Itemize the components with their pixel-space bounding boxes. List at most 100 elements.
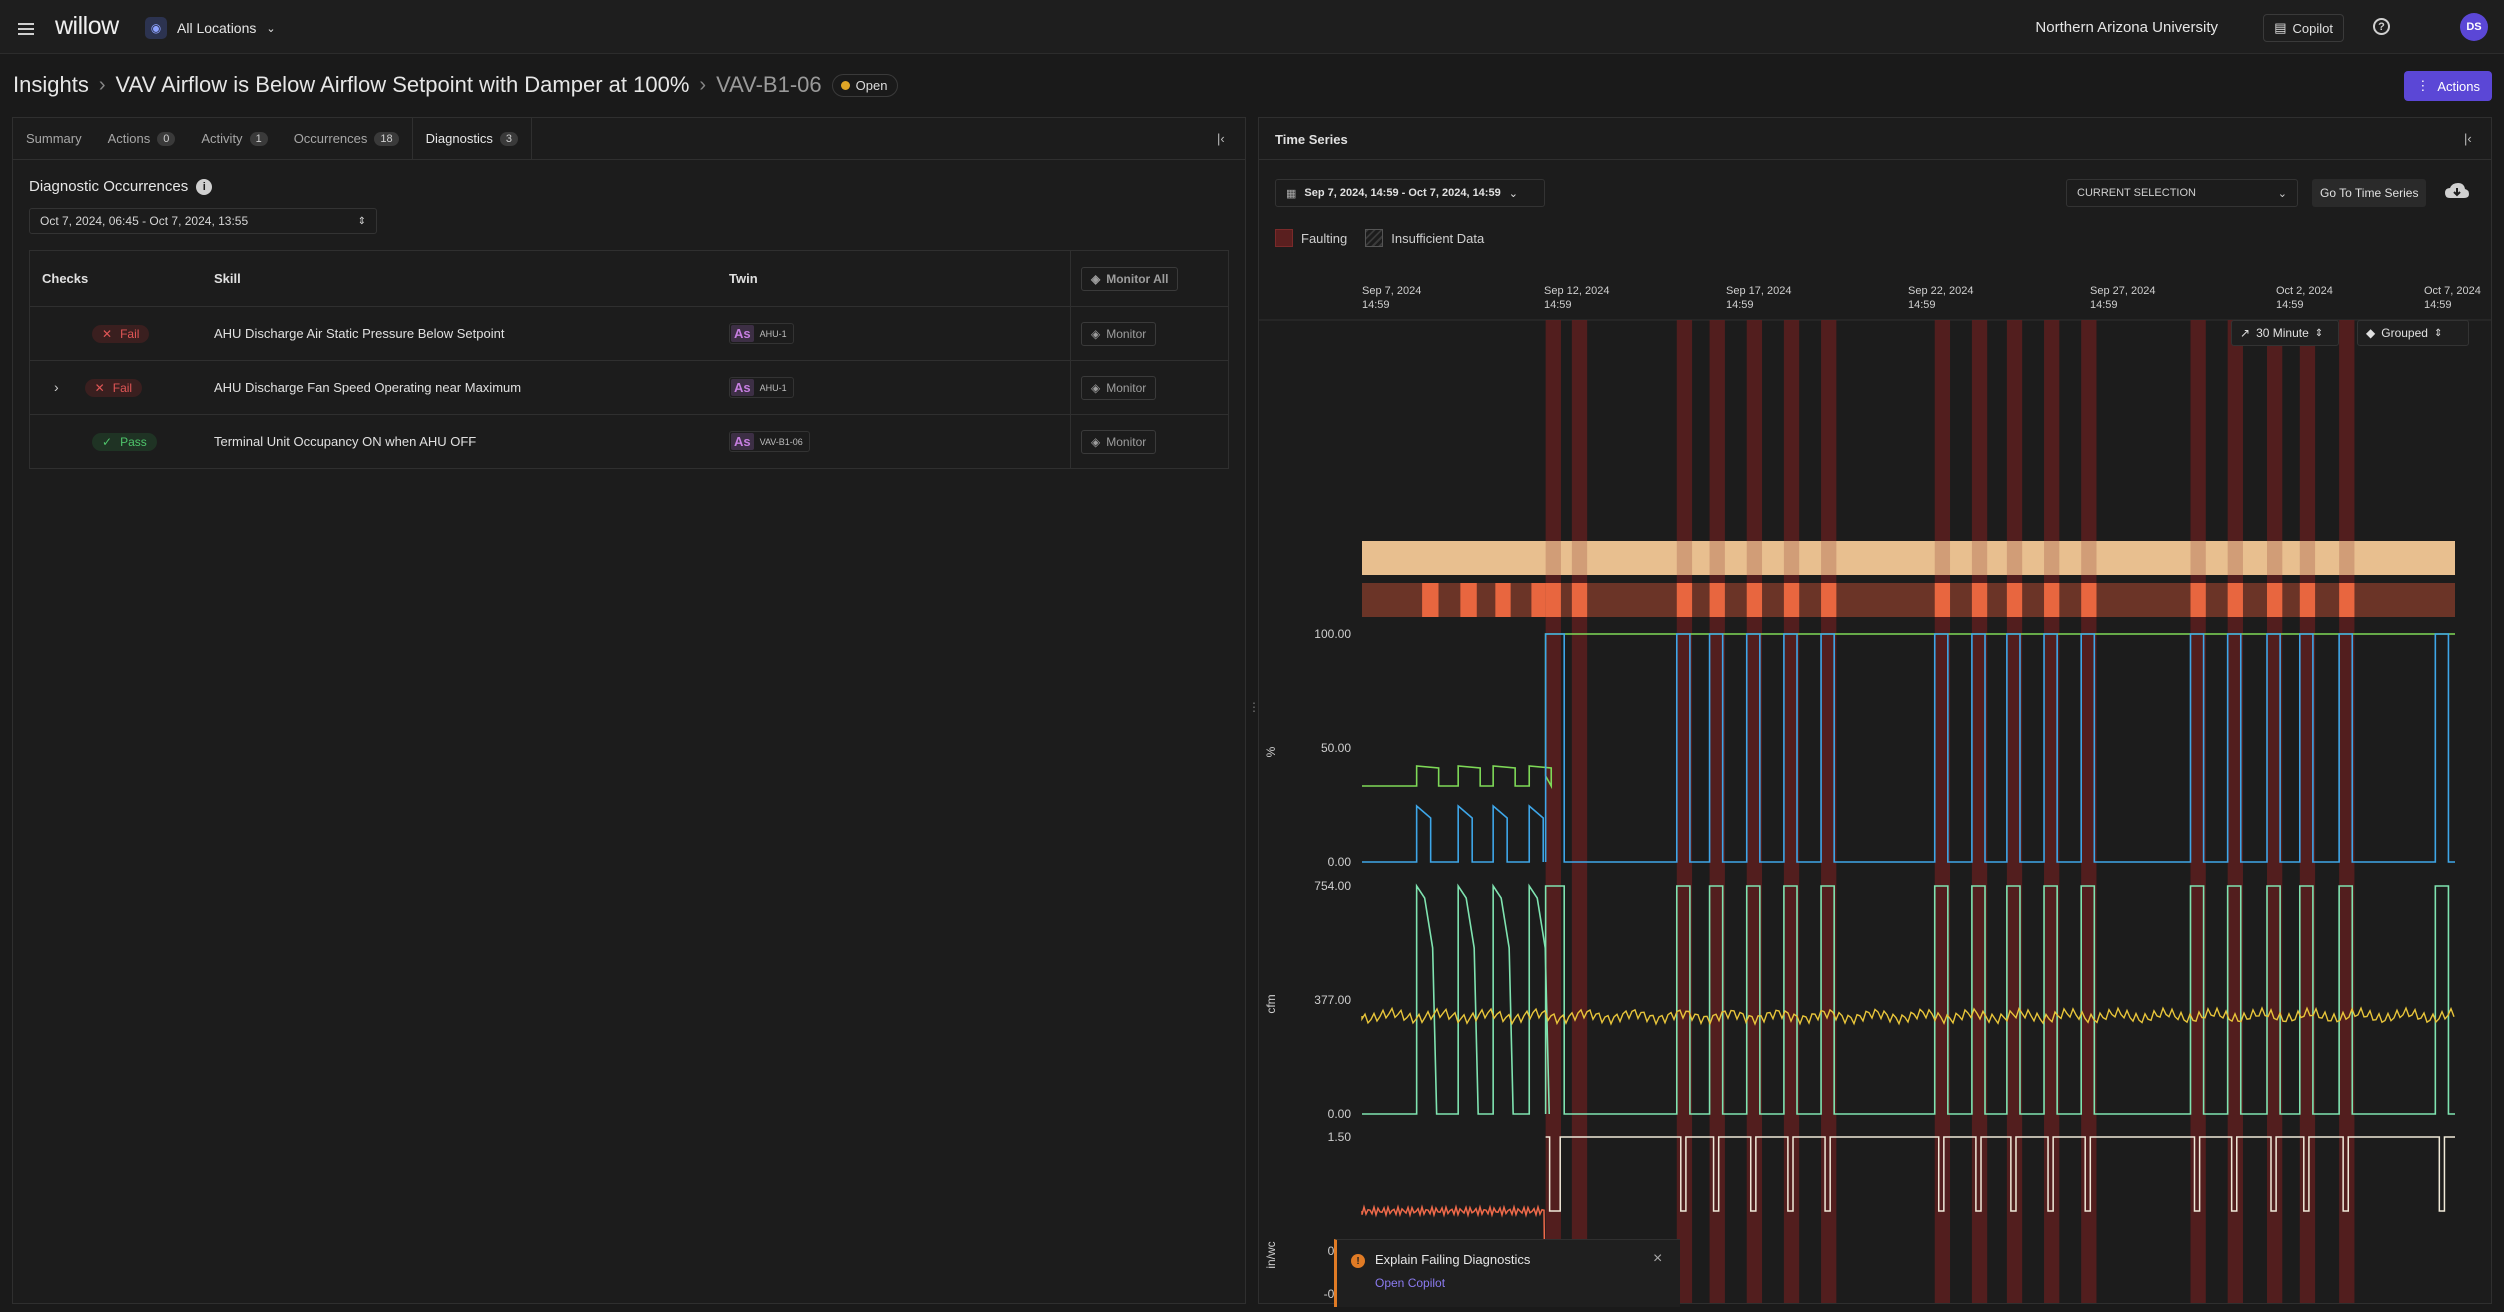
tab-activity[interactable]: Activity 1 — [188, 118, 280, 159]
table-row[interactable]: › ✕ Fail AHU Discharge Fan Speed Operating… — [29, 360, 1229, 415]
eye-icon: ◈ — [1091, 326, 1101, 341]
twin-chip[interactable]: As AHU-1 — [729, 377, 794, 398]
flow-pre-series — [1362, 804, 1545, 863]
occurrence-date-select[interactable]: Oct 7, 2024, 06:45 - Oct 7, 2024, 13:55 … — [29, 208, 377, 234]
actions-label: Actions — [2437, 78, 2480, 94]
check-icon: ✓ — [102, 434, 113, 449]
twin-label: AHU-1 — [759, 328, 787, 339]
eye-icon: ◈ — [1091, 380, 1101, 395]
fault-track-segment — [2044, 583, 2060, 617]
time-series-title: Time Series — [1275, 132, 1348, 147]
help-icon[interactable]: ? — [2373, 18, 2390, 35]
chevron-down-icon: ⌄ — [1508, 187, 1518, 200]
occupancy-fault-overlay — [2006, 541, 2023, 575]
fault-track-segment — [1934, 583, 1951, 617]
asset-type-icon: As — [731, 433, 754, 450]
skill-cell: AHU Discharge Fan Speed Operating near M… — [213, 360, 728, 415]
legend-insufficient: Insufficient Data — [1391, 230, 1485, 246]
occupancy-fault-overlay — [2227, 541, 2243, 575]
breadcrumb-twin[interactable]: VAV-B1-06 — [716, 72, 822, 97]
table-header: Checks Skill Twin ◈ Monitor All — [29, 250, 1229, 307]
twin-label: VAV-B1-06 — [759, 436, 803, 447]
table-row[interactable]: ✕ Fail AHU Discharge Air Static Pressure … — [29, 306, 1229, 361]
open-copilot-link[interactable]: Open Copilot — [1375, 1276, 1446, 1290]
monitor-button[interactable]: ◈ Monitor — [1081, 375, 1157, 400]
globe-icon: ◉ — [145, 17, 167, 39]
occupancy-fault-overlay — [1783, 541, 1800, 575]
monitor-all-button[interactable]: ◈ Monitor All — [1081, 266, 1179, 291]
breadcrumb-insight-title[interactable]: VAV Airflow is Below Airflow Setpoint wi… — [115, 72, 690, 97]
occupancy-fault-overlay — [1934, 541, 1951, 575]
y-tick-label: 100.00 — [1314, 627, 1351, 641]
x-tick-time: 14:59 — [2424, 299, 2452, 311]
occupancy-fault-overlay — [2081, 541, 2097, 575]
y-tick-label: 50.00 — [1321, 741, 1351, 755]
cloud-download-icon[interactable] — [2444, 182, 2470, 202]
collapse-panel-icon[interactable]: |‹ — [2464, 131, 2472, 146]
info-icon[interactable]: i — [196, 178, 213, 195]
x-tick-time: 14:59 — [1362, 299, 1390, 311]
avatar[interactable]: DS — [2460, 13, 2488, 41]
close-icon[interactable]: × — [1653, 1250, 1663, 1267]
fault-track-segment — [1746, 583, 1763, 617]
x-icon: ✕ — [94, 380, 105, 395]
fault-track-segment — [2081, 583, 2097, 617]
occupancy-fault-overlay — [1971, 541, 1988, 575]
menu-icon[interactable] — [18, 20, 34, 38]
fault-track-segment — [1495, 583, 1511, 617]
monitor-cell: ◈ Monitor — [1070, 306, 1229, 361]
fault-track-segment — [1821, 583, 1837, 617]
monitor-button[interactable]: ◈ Monitor — [1081, 321, 1157, 346]
copilot-button[interactable]: ▤ Copilot — [2263, 14, 2344, 42]
twin-chip[interactable]: As AHU-1 — [729, 323, 794, 344]
diagnostics-table: Checks Skill Twin ◈ Monitor All ✕ Fail AHU… — [29, 250, 1229, 469]
airflow-pre-series — [1362, 883, 1551, 1115]
pass-badge: ✓ Pass — [92, 432, 157, 451]
time-range-picker[interactable]: ▦ Sep 7, 2024, 14:59 - Oct 7, 2024, 14:5… — [1275, 179, 1545, 207]
x-tick-time: 14:59 — [1908, 299, 1936, 311]
occupancy-fault-overlay — [2190, 541, 2206, 575]
table-row[interactable]: ✓ Pass Terminal Unit Occupancy ON when AH… — [29, 414, 1229, 469]
time-series-chart[interactable]: Sep 7, 2024 14:59 Sep 12, 2024 14:59 Sep 17,… — [1259, 258, 2491, 1303]
go-to-time-series-button[interactable]: Go To Time Series — [2312, 179, 2427, 207]
fault-track-segment — [1709, 583, 1725, 617]
fault-track-segment — [1545, 583, 1561, 617]
panel-resize-handle[interactable]: ⋮ — [1248, 700, 1260, 714]
grouping-select[interactable]: ◆ Grouped ⇕ — [2357, 320, 2469, 346]
occupancy-fault-overlay — [1676, 541, 1693, 575]
check-label: Pass — [120, 434, 147, 449]
expand-chevron-icon[interactable]: › — [54, 378, 59, 395]
selection-dropdown[interactable]: CURRENT SELECTION ⌄ — [2066, 179, 2298, 207]
static-pressure-series — [1545, 1136, 2455, 1212]
collapse-panel-icon[interactable]: |‹ — [1217, 131, 1225, 146]
alert-icon: ! — [1351, 1254, 1365, 1268]
fault-track-segment — [1676, 583, 1693, 617]
app-logo[interactable]: willow — [55, 12, 119, 40]
tab-actions[interactable]: Actions 0 — [95, 118, 189, 159]
interval-select[interactable]: ↗ 30 Minute ⇕ — [2231, 320, 2339, 346]
breadcrumb-insights[interactable]: Insights — [13, 72, 89, 97]
monitor-label: Monitor — [1106, 380, 1147, 395]
monitor-button[interactable]: ◈ Monitor — [1081, 429, 1157, 454]
chevron-down-icon: ⌄ — [266, 22, 276, 35]
check-cell: ✕ Fail — [29, 306, 213, 361]
twin-chip[interactable]: As VAV-B1-06 — [729, 431, 810, 452]
tab-label: Summary — [26, 131, 82, 146]
check-label: Fail — [112, 380, 133, 395]
tab-summary[interactable]: Summary — [13, 118, 95, 159]
x-tick-date: Oct 2, 2024 — [2276, 285, 2333, 297]
section-title: Diagnostic Occurrences — [29, 178, 189, 195]
tab-diagnostics[interactable]: Diagnostics 3 — [411, 118, 532, 159]
actions-button[interactable]: ⋮ Actions — [2404, 71, 2492, 101]
count-badge: 0 — [157, 131, 176, 146]
setpoint-series — [1361, 1006, 2455, 1026]
column-skill: Skill — [213, 250, 728, 307]
fault-track-segment — [2006, 583, 2023, 617]
tab-occurrences[interactable]: Occurrences 18 — [281, 118, 412, 159]
location-selector[interactable]: ◉ All Locations ⌄ — [145, 15, 276, 41]
damper-series — [1362, 633, 2455, 790]
skill-cell: AHU Discharge Air Static Pressure Below … — [213, 306, 728, 361]
chat-icon: ▤ — [2274, 20, 2287, 35]
fault-track-segment — [1571, 583, 1588, 617]
column-checks: Checks — [29, 250, 213, 307]
